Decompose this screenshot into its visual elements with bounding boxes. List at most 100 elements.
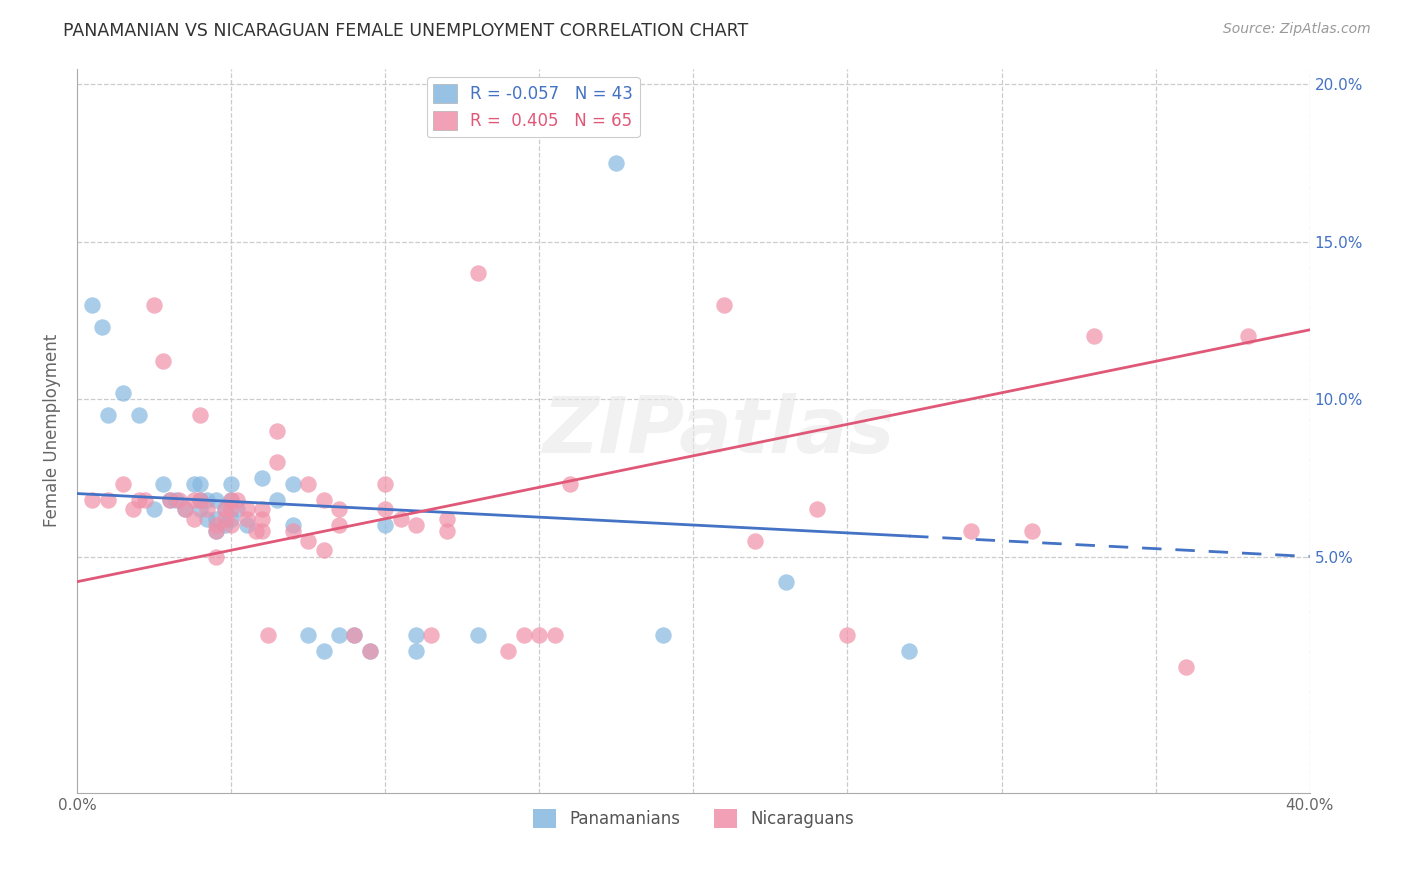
Point bbox=[529, 628, 551, 642]
Point bbox=[374, 518, 396, 533]
Text: PANAMANIAN VS NICARAGUAN FEMALE UNEMPLOYMENT CORRELATION CHART: PANAMANIAN VS NICARAGUAN FEMALE UNEMPLOY… bbox=[63, 22, 748, 40]
Point bbox=[204, 549, 226, 564]
Point bbox=[128, 408, 150, 422]
Point bbox=[1021, 524, 1043, 539]
Point bbox=[183, 492, 205, 507]
Point bbox=[498, 644, 520, 658]
Point bbox=[152, 354, 174, 368]
Point bbox=[188, 492, 211, 507]
Point bbox=[250, 502, 273, 516]
Point bbox=[195, 502, 218, 516]
Point bbox=[359, 644, 381, 658]
Point bbox=[219, 492, 242, 507]
Point bbox=[343, 628, 366, 642]
Point bbox=[219, 477, 242, 491]
Point bbox=[898, 644, 921, 658]
Point bbox=[90, 319, 112, 334]
Point bbox=[204, 518, 226, 533]
Point bbox=[82, 298, 104, 312]
Point bbox=[1083, 329, 1105, 343]
Point bbox=[226, 502, 249, 516]
Point bbox=[359, 644, 381, 658]
Point bbox=[544, 628, 567, 642]
Point bbox=[467, 628, 489, 642]
Point bbox=[312, 543, 335, 558]
Point bbox=[235, 502, 257, 516]
Point bbox=[167, 492, 190, 507]
Point bbox=[214, 502, 236, 516]
Point bbox=[188, 408, 211, 422]
Point bbox=[837, 628, 859, 642]
Point bbox=[266, 455, 288, 469]
Point bbox=[436, 524, 458, 539]
Point bbox=[235, 512, 257, 526]
Point bbox=[188, 477, 211, 491]
Point bbox=[219, 502, 242, 516]
Point bbox=[134, 492, 156, 507]
Point bbox=[204, 512, 226, 526]
Point bbox=[143, 298, 166, 312]
Point bbox=[188, 502, 211, 516]
Point bbox=[343, 628, 366, 642]
Point bbox=[204, 524, 226, 539]
Text: ZIPatlas: ZIPatlas bbox=[541, 392, 894, 468]
Point bbox=[713, 298, 735, 312]
Point bbox=[250, 512, 273, 526]
Y-axis label: Female Unemployment: Female Unemployment bbox=[44, 334, 60, 527]
Point bbox=[143, 502, 166, 516]
Point bbox=[281, 518, 304, 533]
Point bbox=[513, 628, 536, 642]
Point bbox=[420, 628, 443, 642]
Point bbox=[328, 628, 350, 642]
Point bbox=[297, 533, 319, 548]
Point bbox=[297, 477, 319, 491]
Point bbox=[195, 492, 218, 507]
Point bbox=[744, 533, 766, 548]
Point bbox=[188, 492, 211, 507]
Point bbox=[389, 512, 412, 526]
Point bbox=[82, 492, 104, 507]
Point bbox=[959, 524, 981, 539]
Point bbox=[152, 477, 174, 491]
Point bbox=[214, 502, 236, 516]
Point bbox=[651, 628, 673, 642]
Text: Source: ZipAtlas.com: Source: ZipAtlas.com bbox=[1223, 22, 1371, 37]
Point bbox=[405, 628, 427, 642]
Point bbox=[1237, 329, 1260, 343]
Point bbox=[328, 518, 350, 533]
Point bbox=[405, 644, 427, 658]
Point bbox=[775, 574, 797, 589]
Point bbox=[297, 628, 319, 642]
Point bbox=[204, 524, 226, 539]
Point bbox=[159, 492, 181, 507]
Legend: Panamanians, Nicaraguans: Panamanians, Nicaraguans bbox=[526, 803, 860, 835]
Point bbox=[165, 492, 187, 507]
Point bbox=[405, 518, 427, 533]
Point bbox=[250, 471, 273, 485]
Point bbox=[219, 492, 242, 507]
Point bbox=[374, 502, 396, 516]
Point bbox=[174, 502, 197, 516]
Point bbox=[97, 492, 120, 507]
Point bbox=[214, 512, 236, 526]
Point bbox=[226, 492, 249, 507]
Point bbox=[1175, 659, 1198, 673]
Point bbox=[558, 477, 581, 491]
Point bbox=[257, 628, 280, 642]
Point bbox=[219, 512, 242, 526]
Point bbox=[174, 502, 197, 516]
Point bbox=[97, 408, 120, 422]
Point bbox=[312, 644, 335, 658]
Point bbox=[235, 518, 257, 533]
Point bbox=[281, 477, 304, 491]
Point bbox=[183, 512, 205, 526]
Point bbox=[214, 518, 236, 533]
Point bbox=[128, 492, 150, 507]
Point bbox=[121, 502, 143, 516]
Point bbox=[159, 492, 181, 507]
Point bbox=[436, 512, 458, 526]
Point bbox=[467, 266, 489, 280]
Point bbox=[183, 477, 205, 491]
Point bbox=[266, 492, 288, 507]
Point bbox=[245, 524, 267, 539]
